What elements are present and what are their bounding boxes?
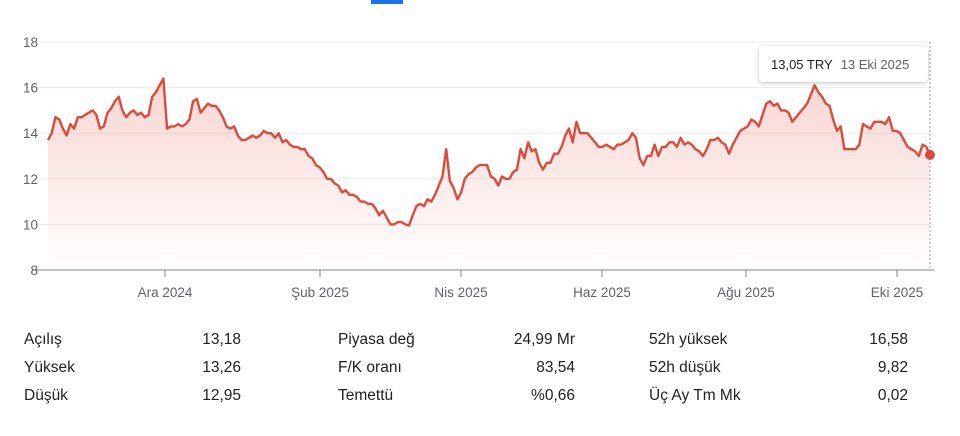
stat-label: 52h düşük	[649, 359, 721, 376]
stat-row: Üç Ay Tm Mk 0,02	[649, 382, 911, 410]
y-axis: 8 10 12 14 16 18	[23, 35, 39, 278]
stat-label: Üç Ay Tm Mk	[649, 387, 741, 404]
stat-value: 16,58	[869, 331, 908, 348]
stat-row: Düşük 12,95	[24, 382, 244, 410]
stat-label: Piyasa değ	[338, 331, 415, 348]
stat-value: 9,82	[877, 359, 908, 376]
stat-value: 0,02	[877, 387, 908, 404]
stat-row: Temettü %0,66	[338, 382, 578, 410]
stat-value: 24,99 Mr	[513, 331, 575, 348]
stat-value: %0,66	[531, 387, 575, 404]
price-chart[interactable]: 8 10 12 14 16 18 Ara 2024 Şub 2025 Nis 2025 Haz …	[0, 0, 960, 310]
stat-value: 83,54	[536, 359, 575, 376]
y-tick-label: 12	[23, 172, 38, 187]
y-tick-label: 16	[23, 81, 38, 96]
stat-row: Piyasa değ 24,99 Mr	[338, 326, 578, 354]
stat-value: 13,18	[202, 331, 241, 348]
stat-label: Yüksek	[24, 359, 75, 376]
x-tick-label: Ara 2024	[138, 285, 193, 300]
x-tick-label: Haz 2025	[573, 285, 631, 300]
stat-label: Temettü	[338, 387, 394, 404]
current-price-dot[interactable]	[925, 149, 935, 160]
tooltip: 13,05 TRY 13 Eki 2025	[759, 46, 928, 82]
stat-row: F/K oranı 83,54	[338, 354, 578, 382]
x-axis: Ara 2024 Şub 2025 Nis 2025 Haz 2025 Ağu 2025…	[138, 270, 924, 300]
x-tick-label: Ağu 2025	[717, 285, 775, 300]
x-tick-label: Şub 2025	[291, 285, 349, 300]
stat-row: Yüksek 13,26	[24, 354, 244, 382]
tab-indicator[interactable]	[371, 0, 403, 4]
price-line	[46, 77, 932, 227]
y-tick-label: 14	[23, 126, 39, 141]
stat-label: Açılış	[24, 331, 62, 348]
x-tick-label: Nis 2025	[434, 285, 487, 300]
stat-value: 12,95	[202, 387, 241, 404]
x-tick-label: Eki 2025	[871, 285, 924, 300]
stat-row: 52h düşük 9,82	[649, 354, 911, 382]
y-tick-label: 10	[23, 217, 38, 232]
stat-label: 52h yüksek	[649, 331, 728, 348]
y-tick-label: 18	[23, 35, 38, 50]
stat-row: 52h yüksek 16,58	[649, 326, 911, 354]
tooltip-price: 13,05 TRY	[771, 56, 833, 72]
stat-value: 13,26	[202, 359, 241, 376]
stat-label: F/K oranı	[338, 359, 402, 376]
stat-label: Düşük	[24, 387, 68, 404]
tooltip-date: 13 Eki 2025	[840, 56, 910, 72]
y-tick-label: 8	[30, 263, 38, 278]
stat-row: Açılış 13,18	[24, 326, 244, 354]
